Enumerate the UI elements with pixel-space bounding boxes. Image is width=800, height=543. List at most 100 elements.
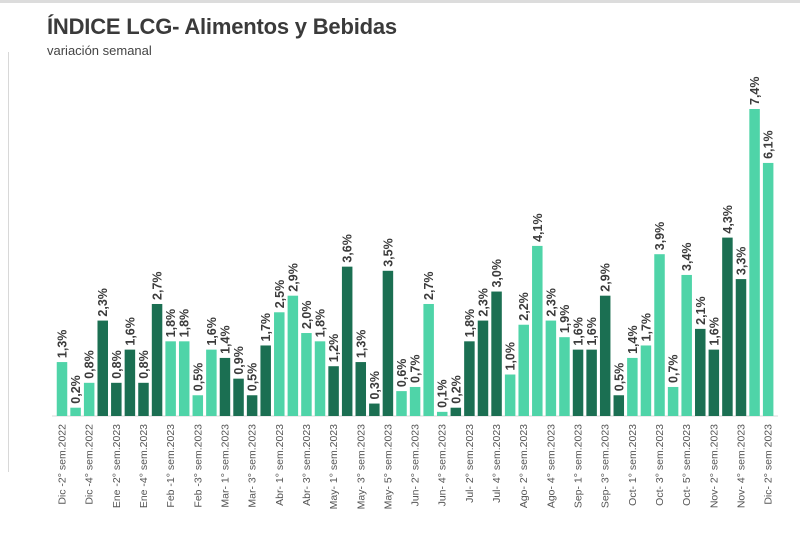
x-tick-label: Abr- 3° sem.2023: [301, 424, 313, 506]
data-label: 2,2%: [517, 292, 531, 321]
data-label: 1,6%: [205, 317, 219, 346]
data-label: 0,7%: [409, 354, 423, 383]
x-tick-label: Ene -4° sem.2023: [138, 424, 150, 508]
bar: [627, 357, 638, 416]
bar: [192, 395, 204, 416]
bar: [206, 349, 217, 416]
x-tick-label: May- 1° sem.2023: [328, 424, 340, 509]
x-tick-label: Nov- 2° sem.2023: [708, 424, 720, 508]
data-label: 2,9%: [286, 263, 300, 292]
data-label: 4,3%: [721, 205, 735, 234]
bar: [138, 382, 149, 416]
data-label: 0,6%: [395, 359, 409, 388]
data-label: 1,4%: [218, 325, 232, 354]
x-tick-label: Feb -1° sem.2023: [165, 424, 177, 508]
bar: [762, 162, 774, 416]
bar: [246, 395, 258, 416]
bar: [260, 345, 271, 416]
data-label: 2,3%: [544, 288, 558, 317]
x-tick-label: Mar- 1° sem.2023: [219, 424, 231, 508]
x-tick-label: Dic -2° sem.2022: [57, 424, 69, 505]
bar: [341, 266, 353, 416]
data-label: 1,3%: [354, 330, 368, 359]
bar: [314, 341, 326, 416]
data-label: 1,6%: [572, 317, 586, 346]
data-label: 1,3%: [56, 330, 70, 359]
data-label: 0,8%: [137, 350, 151, 379]
x-tick-label: Sep- 3° sem.2023: [600, 424, 612, 508]
chart-title: ÍNDICE LCG- Alimentos y Bebidas: [47, 14, 397, 39]
bar: [532, 245, 543, 416]
bar: [450, 407, 462, 416]
data-label: 3,0%: [490, 259, 504, 288]
data-label: 3,9%: [653, 222, 667, 251]
top-border: [0, 0, 800, 3]
bar: [749, 109, 760, 416]
data-label: 3,4%: [680, 242, 694, 271]
data-label: 1,0%: [504, 342, 518, 371]
data-label: 0,5%: [612, 363, 626, 392]
bar: [396, 391, 407, 416]
data-label: 7,4%: [748, 77, 762, 106]
x-tick-label: Feb -3° sem.2023: [192, 424, 204, 508]
data-label: 1,9%: [558, 305, 572, 334]
data-label: 1,7%: [639, 313, 653, 342]
bar: [151, 303, 163, 416]
data-label: 3,5%: [381, 238, 395, 267]
bar: [274, 312, 285, 416]
bar: [233, 378, 244, 416]
bar: [491, 291, 502, 416]
data-label: 2,1%: [694, 296, 708, 325]
data-label: 1,8%: [164, 309, 178, 338]
bar: [477, 320, 489, 416]
bar: [654, 254, 665, 416]
bar: [124, 349, 136, 416]
bar: [56, 362, 68, 416]
bar: [301, 333, 312, 416]
data-label: 0,5%: [246, 363, 260, 392]
data-label: 4,1%: [531, 213, 545, 242]
x-tick-label: May- 3° sem.2023: [355, 424, 367, 509]
x-tick-label: Jun- 4° sem.2023: [437, 424, 449, 507]
bar: [83, 382, 95, 416]
x-tick-label: Mar- 3° sem.2023: [247, 424, 259, 508]
x-tick-label: Oct- 5° sem.2023: [681, 424, 693, 506]
data-label: 2,7%: [422, 271, 436, 300]
data-label: 3,3%: [735, 247, 749, 276]
bar: [423, 303, 434, 416]
bar: [722, 237, 733, 416]
chart-subtitle: variación semanal: [47, 43, 152, 58]
data-label: 2,5%: [273, 280, 287, 309]
bar: [328, 366, 339, 416]
bar: [708, 349, 720, 416]
data-label: 0,3%: [368, 371, 382, 400]
data-label: 1,8%: [178, 309, 192, 338]
bar: [287, 295, 299, 416]
x-tick-label: May- 5° sem.2023: [382, 424, 394, 509]
bar: [436, 411, 448, 416]
data-label: 1,6%: [707, 317, 721, 346]
bar: [599, 295, 611, 416]
x-tick-label: Ago- 4° sem.2023: [545, 424, 557, 508]
bar: [518, 324, 529, 416]
bar: [165, 341, 176, 416]
data-label: 0,8%: [110, 350, 124, 379]
data-label: 0,9%: [232, 346, 246, 375]
bar: [586, 349, 597, 416]
x-tick-label: Dic- 2° sem 2023: [763, 424, 775, 505]
bar: [695, 328, 706, 416]
data-label: 1,4%: [626, 325, 640, 354]
data-label: 0,1%: [436, 379, 450, 408]
data-label: 2,0%: [300, 301, 314, 330]
data-label: 2,9%: [599, 263, 613, 292]
data-label: 1,6%: [585, 317, 599, 346]
x-tick-label: Jul- 4° sem.2023: [491, 424, 503, 503]
bar: [219, 357, 231, 416]
bar: [735, 279, 747, 416]
x-tick-label: Sep- 1° sem.2023: [573, 424, 585, 508]
x-tick-label: Jun- 2° sem.2023: [410, 424, 422, 507]
data-label: 1,8%: [463, 309, 477, 338]
bar: [70, 407, 81, 416]
data-label: 0,2%: [449, 375, 463, 404]
